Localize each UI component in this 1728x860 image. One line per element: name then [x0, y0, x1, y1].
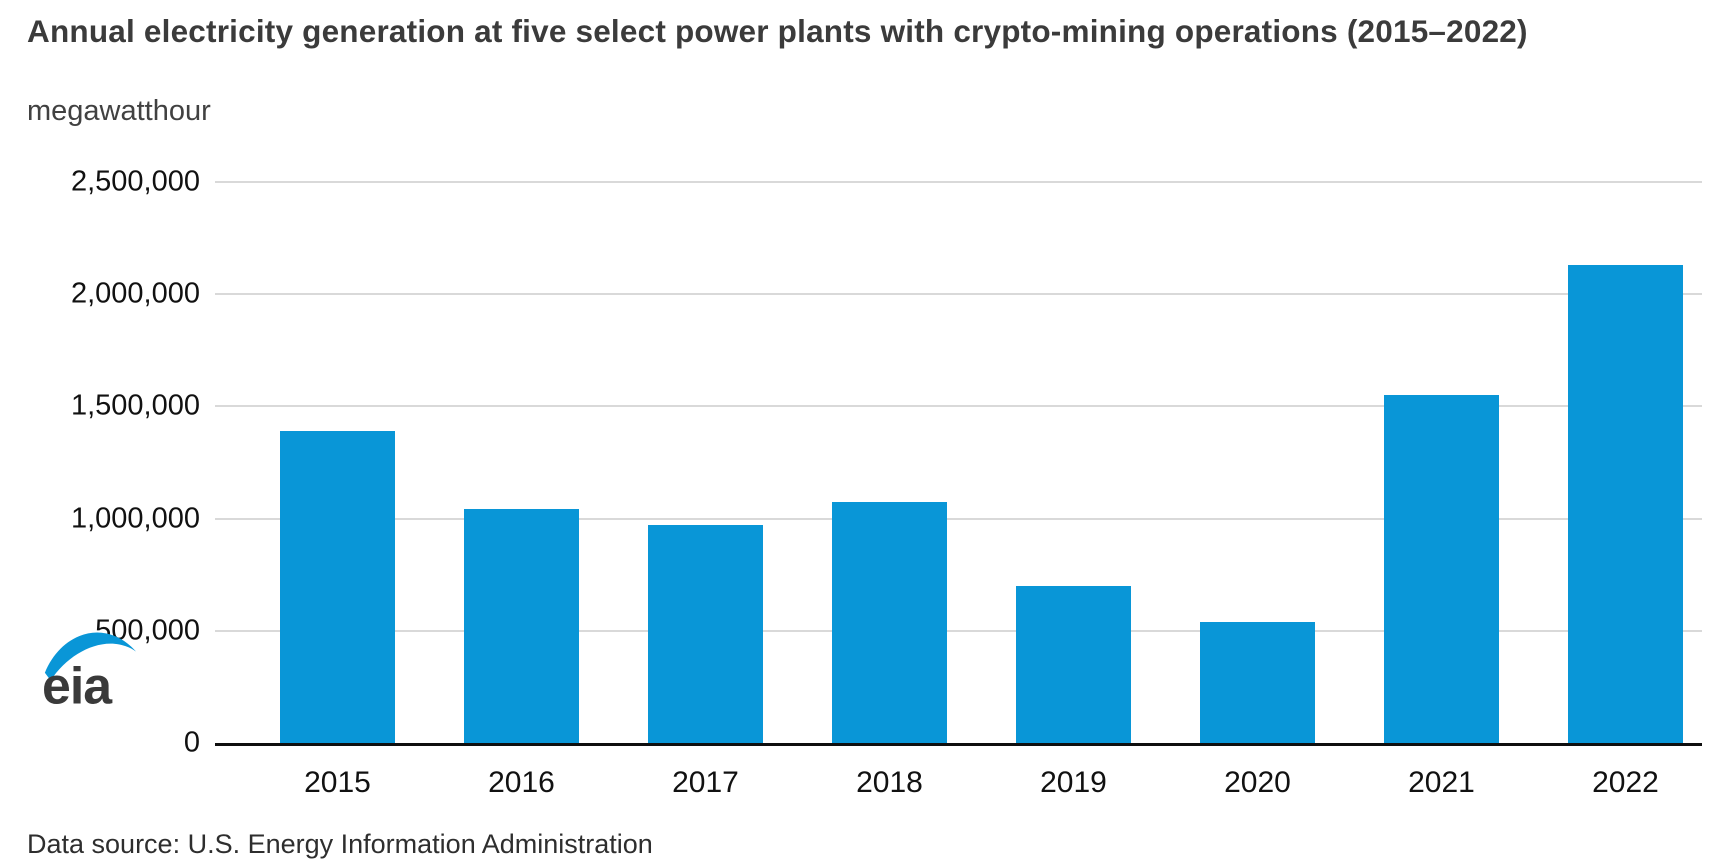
y-axis-tick-label: 0 [183, 726, 200, 759]
bar-2018 [832, 502, 947, 743]
bar-2019 [1016, 586, 1131, 743]
x-axis-tick-label: 2016 [488, 766, 555, 799]
gridline [215, 405, 1702, 408]
chart-unit-label: megawatthour [27, 95, 211, 127]
x-axis-tick-label: 2019 [1040, 766, 1107, 799]
x-axis-tick-label: 2015 [304, 766, 371, 799]
bar-2020 [1200, 622, 1315, 743]
x-axis-line [215, 743, 1702, 746]
y-axis-tick-label: 1,000,000 [70, 502, 200, 535]
eia-logo-text: eia [42, 656, 113, 710]
y-axis-tick-label: 2,500,000 [70, 165, 200, 198]
x-axis-tick-label: 2020 [1224, 766, 1291, 799]
bar-2022 [1568, 265, 1683, 743]
eia-logo-swoosh-icon [44, 632, 137, 681]
gridline [215, 293, 1702, 296]
gridline [215, 629, 1702, 632]
y-axis-tick-label: 1,500,000 [70, 389, 200, 422]
bar-2021 [1384, 395, 1499, 743]
x-axis-tick-label: 2018 [856, 766, 923, 799]
bar-2015 [280, 431, 395, 743]
gridline [215, 517, 1702, 520]
gridline [215, 181, 1702, 183]
x-axis-tick-label: 2022 [1592, 766, 1659, 799]
chart-title: Annual electricity generation at five se… [27, 13, 1528, 49]
x-axis-tick-label: 2017 [672, 766, 739, 799]
bar-2017 [648, 525, 763, 743]
x-axis-tick-label: 2021 [1408, 766, 1475, 799]
y-axis-tick-label: 2,000,000 [70, 277, 200, 310]
bar-2016 [464, 509, 579, 743]
data-source-note: Data source: U.S. Energy Information Adm… [27, 829, 653, 859]
eia-logo: eia [42, 632, 137, 710]
